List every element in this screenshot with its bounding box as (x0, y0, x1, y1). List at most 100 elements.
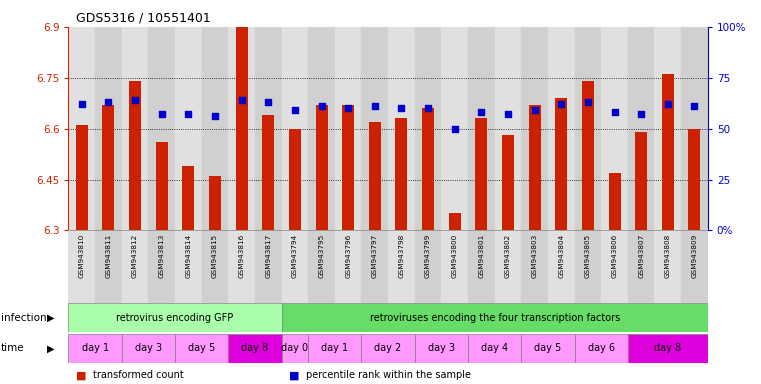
Bar (521, 334, 575, 363)
Bar (148, 27, 175, 230)
Bar (449, 214, 460, 230)
Text: GSM943797: GSM943797 (372, 234, 377, 278)
Bar (422, 108, 434, 230)
Text: GSM943800: GSM943800 (452, 234, 457, 278)
Bar (575, 27, 601, 230)
Text: GSM943795: GSM943795 (319, 234, 324, 278)
Bar (369, 122, 380, 230)
Text: GSM943803: GSM943803 (532, 234, 537, 278)
Text: day 3: day 3 (135, 343, 162, 354)
Bar (282, 27, 308, 230)
Text: GSM943798: GSM943798 (399, 234, 404, 278)
Bar (654, 27, 681, 230)
Point (555, 101, 567, 107)
Text: GSM943805: GSM943805 (585, 234, 591, 278)
Bar (255, 230, 282, 303)
Point (528, 107, 540, 113)
Text: day 6: day 6 (587, 343, 615, 354)
Text: GSM943807: GSM943807 (638, 234, 644, 278)
Bar (628, 230, 654, 303)
Text: GSM943811: GSM943811 (106, 234, 111, 278)
Point (688, 103, 700, 109)
Bar (209, 176, 221, 230)
Bar (662, 74, 673, 230)
Text: GDS5316 / 10551401: GDS5316 / 10551401 (76, 12, 211, 25)
Bar (335, 27, 361, 230)
Point (289, 107, 301, 113)
Point (608, 109, 620, 116)
Bar (228, 334, 282, 363)
Text: time: time (1, 343, 24, 354)
Bar (468, 230, 495, 303)
Text: GSM943802: GSM943802 (505, 234, 511, 278)
Bar (388, 230, 415, 303)
Text: GSM943796: GSM943796 (345, 234, 351, 278)
Bar (95, 230, 122, 303)
Bar (415, 230, 441, 303)
Bar (609, 173, 620, 230)
Point (422, 105, 434, 111)
Text: day 4: day 4 (481, 343, 508, 354)
Text: GSM943810: GSM943810 (79, 234, 84, 278)
Bar (228, 27, 255, 230)
Text: GSM943816: GSM943816 (239, 234, 244, 278)
Point (262, 99, 274, 105)
Bar (388, 27, 415, 230)
Bar (654, 230, 681, 303)
Point (661, 101, 674, 107)
Bar (122, 230, 148, 303)
Bar (529, 105, 540, 230)
Bar (601, 230, 628, 303)
Text: GSM943799: GSM943799 (425, 234, 431, 278)
Point (475, 109, 487, 116)
Bar (148, 230, 175, 303)
Text: GSM943806: GSM943806 (612, 234, 617, 278)
Text: percentile rank within the sample: percentile rank within the sample (306, 370, 471, 380)
Bar (202, 230, 228, 303)
Bar (308, 230, 335, 303)
Text: GSM943813: GSM943813 (159, 234, 164, 278)
Text: transformed count: transformed count (93, 370, 183, 380)
Bar (521, 230, 548, 303)
Bar (681, 230, 708, 303)
Bar (202, 27, 228, 230)
Text: day 8: day 8 (654, 343, 681, 354)
Text: day 2: day 2 (374, 343, 402, 354)
Point (449, 126, 461, 132)
Bar (556, 98, 567, 230)
Bar (476, 119, 487, 230)
Point (129, 97, 142, 103)
Point (635, 111, 647, 118)
Bar (441, 230, 468, 303)
Bar (361, 27, 388, 230)
Point (182, 111, 194, 118)
Bar (316, 105, 327, 230)
Bar (521, 27, 548, 230)
Point (75, 101, 88, 107)
Bar (183, 166, 194, 230)
Bar (308, 334, 361, 363)
Point (368, 103, 380, 109)
Text: day 1: day 1 (81, 343, 109, 354)
Point (209, 113, 221, 119)
Bar (175, 334, 228, 363)
Point (102, 99, 114, 105)
Bar (342, 105, 354, 230)
Text: ▶: ▶ (47, 313, 55, 323)
Bar (308, 27, 335, 230)
Bar (68, 27, 95, 230)
Text: GSM943812: GSM943812 (132, 234, 138, 278)
Bar (635, 132, 647, 230)
Bar (122, 27, 148, 230)
Text: ▶: ▶ (47, 343, 55, 354)
Bar (689, 129, 700, 230)
Text: GSM943814: GSM943814 (186, 234, 191, 278)
Text: retrovirus encoding GFP: retrovirus encoding GFP (116, 313, 234, 323)
Bar (582, 81, 594, 230)
Bar (122, 334, 175, 363)
Bar (282, 230, 308, 303)
Text: GSM943794: GSM943794 (292, 234, 298, 278)
Bar (575, 230, 601, 303)
Bar (95, 27, 122, 230)
Text: GSM943808: GSM943808 (665, 234, 670, 278)
